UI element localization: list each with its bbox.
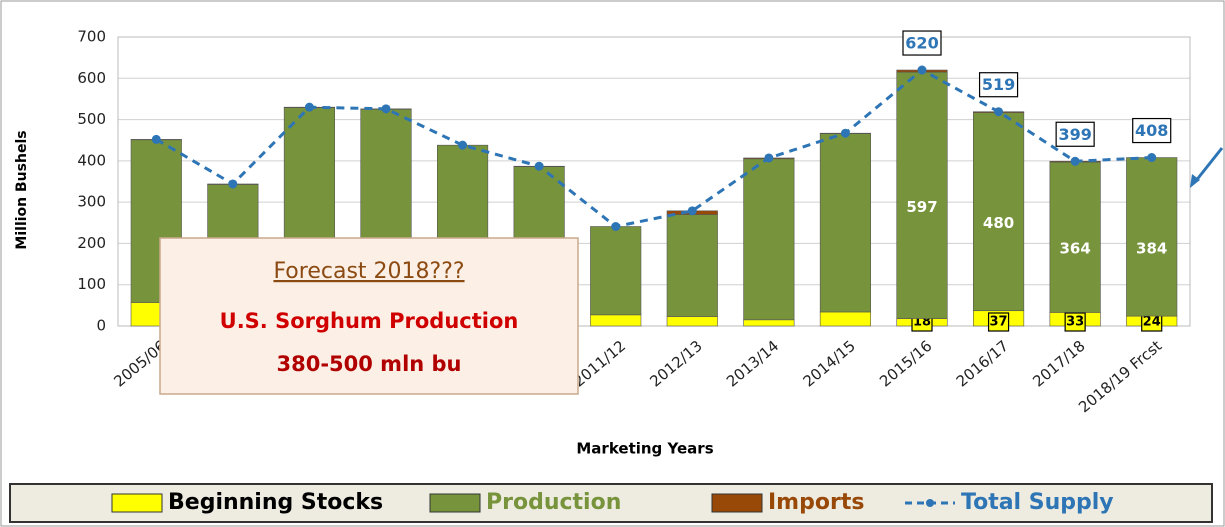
bar-segment [590,314,642,327]
label-box [978,72,1019,98]
annotation: Forecast 2018??? U.S. Sorghum Production… [159,237,579,395]
data-label: 33 [1066,315,1084,330]
marker [534,161,544,171]
data-label: 399 [1058,125,1091,144]
legend-swatch [111,493,163,513]
data-label: 24 [1143,315,1161,330]
data-label: 620 [905,34,938,53]
data-label: 408 [1135,121,1168,140]
y-tick-label: 0 [96,317,106,335]
y-tick-label: 700 [77,28,106,46]
marker [917,65,927,75]
marker [458,140,468,150]
x-axis-label: Marketing Years [576,440,713,458]
legend: Beginning Stocks Production Imports Total S… [111,490,1114,515]
label-box [1132,117,1172,144]
annotation-title: Forecast 2018??? [273,259,464,284]
label-box [1064,312,1086,332]
annotation-line: U.S. Sorghum Production [220,309,519,333]
marker [840,128,850,138]
marker [611,222,621,232]
bar-segment [896,71,948,319]
annotation-box [159,237,579,395]
marker [764,153,774,163]
legend-swatch [711,493,763,513]
arrow [1193,147,1224,183]
bar-segment [666,214,718,317]
marker [1070,156,1080,166]
label-box [902,30,942,56]
legend-label: Total Supply [961,490,1114,515]
y-tick-label: 100 [77,275,106,293]
label-box [1055,121,1095,147]
legend-label: Imports [768,490,864,515]
bar-segment [666,316,718,327]
data-label: 480 [983,214,1014,232]
bar-segment [743,319,795,327]
marker [687,206,697,216]
data-label: 519 [982,75,1015,94]
y-axis-label: Million Bushels [14,130,30,249]
marker [381,104,391,114]
annotation-line: 380-500 mln bu [276,352,461,376]
marker [1147,153,1157,163]
plot-border [117,36,1191,327]
bar-segment [1049,161,1101,313]
legend-swatch [926,499,934,507]
data-label: 37 [990,315,1008,330]
data-label: 384 [1136,239,1167,257]
label-box [987,312,1010,332]
bar-segment [1126,157,1178,317]
bar-segment [819,133,871,313]
marker [304,102,314,112]
y-tick-label: 300 [77,193,106,211]
y-tick-label: 600 [77,69,106,87]
arrow-head [1190,174,1200,188]
marker [994,107,1004,117]
legend-swatch [429,493,481,513]
bar-segment [819,311,871,327]
legend-box [9,483,1213,523]
data-label: 364 [1059,240,1090,258]
legend-label: Beginning Stocks [168,490,383,515]
bar-segment [590,226,642,316]
line [155,68,1152,229]
marker [228,179,238,189]
data-label: 597 [906,198,937,216]
y-tick-label: 500 [77,110,106,128]
y-tick-label: 200 [77,234,106,252]
legend-label: Production [486,490,621,515]
y-tick-label: 400 [77,151,106,169]
bar-segment [973,112,1025,312]
marker [151,134,161,144]
bar-segment [743,158,795,321]
